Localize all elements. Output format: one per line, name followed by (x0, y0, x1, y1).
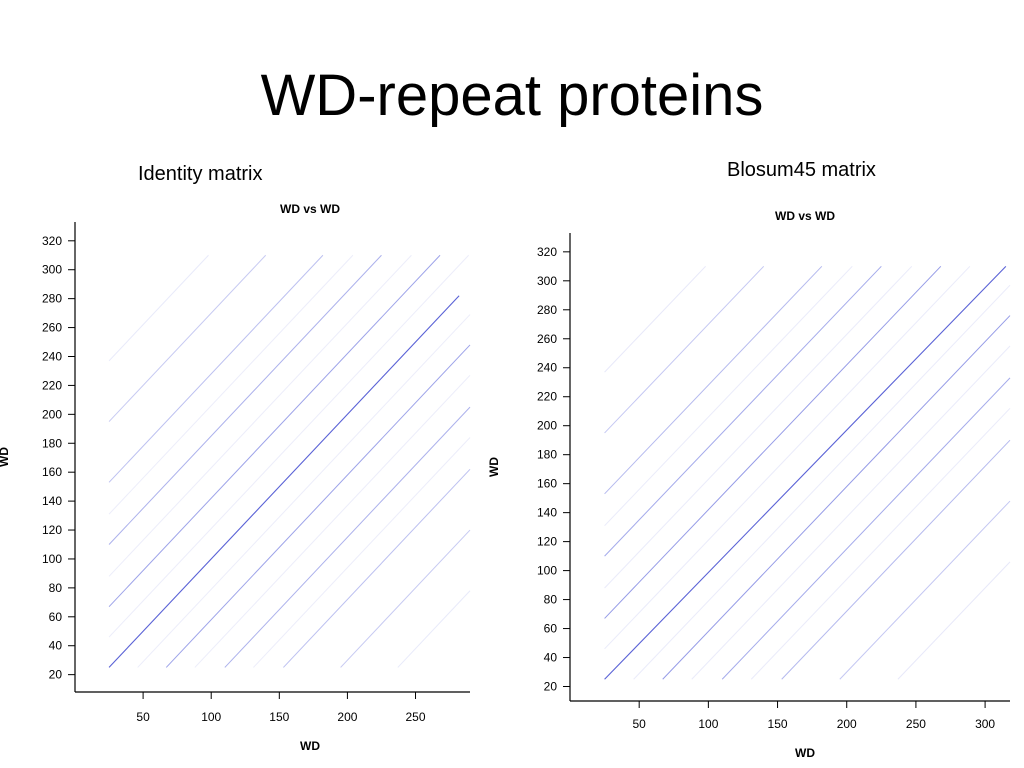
repeat-diagonal-line (108, 254, 267, 422)
repeat-diagonal-line (108, 254, 441, 608)
repeat-diagonal-line (224, 406, 471, 668)
caption-identity-matrix: Identity matrix (138, 163, 263, 185)
main-diagonal-line (108, 295, 460, 668)
y-tick-label: 180 (42, 436, 62, 450)
repeat-diagonal-line (165, 344, 471, 668)
y-tick-label: 300 (42, 263, 62, 277)
caption-blosum45-matrix: Blosum45 matrix (727, 159, 876, 181)
plot-title: WD vs WD (280, 202, 340, 216)
y-tick-label: 240 (42, 349, 62, 363)
y-tick-label: 140 (42, 494, 62, 508)
y-tick-label: 280 (42, 292, 62, 306)
x-axis-title: WD (300, 739, 320, 753)
repeat-diagonal-line (253, 437, 471, 668)
repeat-diagonal-line (108, 254, 412, 577)
y-tick-label: 60 (49, 610, 63, 624)
y-tick-label: 80 (49, 581, 63, 595)
repeat-diagonal-line (194, 374, 471, 668)
y-tick-label: 320 (42, 234, 62, 248)
x-tick-label: 200 (337, 710, 357, 724)
y-axis-title: WD (0, 447, 11, 467)
y-tick-label: 100 (42, 552, 62, 566)
dotplot-marks (108, 254, 471, 668)
y-tick-label: 40 (49, 639, 63, 653)
y-tick-label: 120 (42, 523, 62, 537)
repeat-diagonal-line (108, 254, 354, 515)
repeat-diagonal-line (108, 254, 209, 362)
x-tick-label: 50 (136, 710, 150, 724)
x-tick-label: 100 (201, 710, 221, 724)
repeat-diagonal-line (108, 254, 324, 483)
y-tick-label: 260 (42, 321, 62, 335)
y-tick-label: 160 (42, 465, 62, 479)
repeat-diagonal-line (397, 590, 471, 668)
y-tick-label: 220 (42, 378, 62, 392)
repeat-diagonal-line (340, 529, 471, 668)
y-tick-label: 200 (42, 407, 62, 421)
repeat-diagonal-line (108, 254, 382, 545)
repeat-diagonal-line (108, 254, 470, 638)
slide-title: WD-repeat proteins (260, 63, 764, 128)
repeat-diagonal-line (283, 468, 471, 668)
repeat-diagonal-line (137, 314, 471, 668)
y-tick-label: 20 (49, 668, 63, 682)
x-tick-label: 250 (406, 710, 426, 724)
x-tick-label: 150 (269, 710, 289, 724)
